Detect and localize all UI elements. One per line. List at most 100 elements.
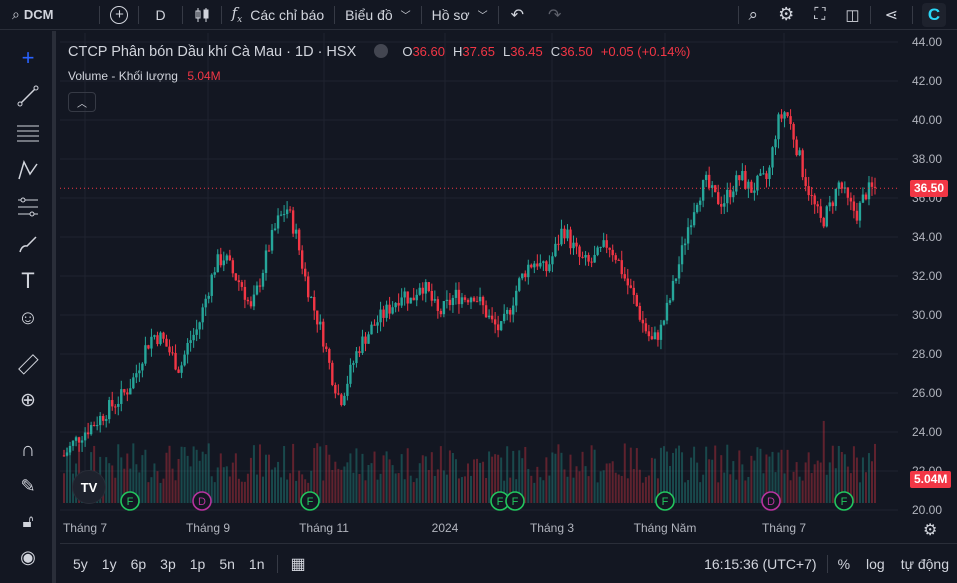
redo-button[interactable]: ↷: [536, 0, 573, 30]
symbol-search[interactable]: ⌕ DCM: [0, 0, 63, 30]
candle-body: [873, 186, 877, 188]
volume-bar: [554, 453, 557, 503]
volume-bar: [768, 456, 771, 503]
volume-bar: [295, 480, 298, 503]
volume-bar: [364, 480, 367, 503]
volume-bar: [406, 448, 409, 503]
range-1y[interactable]: 1y: [101, 555, 117, 572]
search-icon: ⌕: [12, 6, 20, 22]
range-6p[interactable]: 6p: [130, 555, 147, 572]
magnet-icon[interactable]: ∩: [20, 438, 36, 461]
brush-icon[interactable]: [15, 231, 41, 257]
lock-icon[interactable]: 🔓︎: [22, 512, 34, 531]
price-tick-label: 20.00: [912, 503, 942, 517]
range-3p[interactable]: 3p: [160, 555, 176, 572]
candle-body: [741, 170, 744, 181]
range-1n[interactable]: 1n: [248, 555, 265, 572]
undo-button[interactable]: ↶: [499, 0, 536, 30]
candle-body: [729, 189, 732, 198]
profile-menu-button[interactable]: Hồ sơ ﹀: [422, 0, 498, 30]
range-5n[interactable]: 5n: [219, 555, 235, 572]
volume-bar: [816, 460, 819, 503]
pattern-icon[interactable]: [15, 157, 41, 183]
range-5y[interactable]: 5y: [73, 555, 88, 572]
volume-bar: [668, 465, 671, 503]
eye-icon[interactable]: ◉: [20, 546, 36, 567]
brand-logo-icon[interactable]: C: [922, 3, 946, 27]
trend-line-icon[interactable]: [15, 83, 41, 109]
compare-button[interactable]: +: [100, 0, 138, 30]
candle-body: [141, 363, 144, 371]
volume-bar: [174, 480, 177, 503]
volume-bar: [231, 462, 234, 503]
volume-bar: [789, 480, 792, 503]
volume-bar: [219, 453, 222, 503]
date-range-icon[interactable]: ▦: [290, 555, 306, 573]
camera-icon: ◫: [845, 6, 860, 24]
volume-bar: [397, 473, 400, 503]
candle-body: [204, 298, 207, 308]
text-tool-icon[interactable]: T: [21, 268, 35, 293]
snapshot-button[interactable]: ◫: [835, 0, 869, 30]
candle-body: [201, 307, 204, 323]
volume-bar: [147, 482, 150, 503]
interval-button[interactable]: D: [155, 6, 166, 23]
legend-title: CTCP Phân bón Dầu khí Cà Mau · 1D · HSX: [68, 44, 357, 60]
candle-body: [95, 425, 99, 427]
auto-toggle[interactable]: tự động: [900, 555, 949, 572]
volume-bar: [451, 452, 454, 503]
candle-body: [300, 250, 304, 269]
volume-bar: [207, 443, 210, 503]
emoji-icon[interactable]: ☺: [17, 306, 39, 329]
fullscreen-button[interactable]: ⛶: [804, 0, 835, 30]
prediction-icon[interactable]: [15, 194, 41, 220]
axis-settings-icon[interactable]: ⚙: [923, 522, 938, 539]
indicators-button[interactable]: fx Các chỉ báo: [222, 0, 335, 30]
candle-body: [674, 278, 678, 281]
legend-toggle-icon[interactable]: [374, 44, 389, 58]
percent-toggle[interactable]: %: [837, 555, 851, 572]
candle-body: [521, 273, 524, 279]
fib-lines-icon[interactable]: [15, 120, 41, 146]
candle-body: [762, 173, 765, 175]
volume-bar: [693, 446, 696, 503]
candle-body: [581, 256, 584, 258]
lock-pencil-icon[interactable]: ✎: [20, 475, 36, 496]
quick-search-button[interactable]: ⌕: [739, 0, 769, 30]
top-toolbar: ⌕ DCM + D fx Các chỉ báo Biểu đồ ﹀ Hồ sơ…: [0, 0, 957, 30]
volume-bar: [705, 446, 708, 503]
candle-body: [735, 175, 738, 192]
volume-bar: [144, 449, 147, 503]
chart-menu-button[interactable]: Biểu đồ ﹀: [335, 0, 420, 30]
volume-bar: [322, 480, 325, 503]
share-button[interactable]: ⋖: [871, 0, 912, 30]
log-toggle[interactable]: log: [866, 555, 885, 572]
candle-body: [632, 287, 636, 296]
volume-bar: [358, 474, 361, 503]
candle-body: [822, 217, 825, 227]
volume-bar: [198, 460, 201, 503]
zoom-in-icon[interactable]: ⊕: [20, 389, 36, 411]
volume-bar: [228, 476, 231, 503]
collapse-legend-button[interactable]: ︿: [68, 92, 96, 112]
tradingview-logo[interactable]: TV: [72, 470, 106, 504]
volume-bar: [442, 470, 445, 503]
volume-bar: [506, 446, 509, 503]
price-chart[interactable]: 44.0042.0040.0038.0036.0034.0032.0030.00…: [60, 33, 957, 543]
crosshair-icon[interactable]: +: [21, 45, 35, 70]
volume-bar: [249, 457, 252, 503]
clock-time[interactable]: 16:15:36 (UTC+7): [704, 555, 817, 572]
candle-body: [418, 287, 421, 295]
candle-body: [445, 299, 449, 302]
range-1p[interactable]: 1p: [189, 555, 206, 572]
volume-bar: [874, 443, 876, 503]
candle-body: [114, 406, 117, 408]
volume-bar: [382, 455, 385, 503]
settings-button[interactable]: ⚙: [768, 0, 804, 30]
candle-body: [346, 383, 349, 396]
volume-bar: [129, 468, 132, 503]
volume-bar: [605, 463, 608, 503]
volume-bar: [795, 462, 798, 503]
ruler-icon[interactable]: [15, 351, 41, 377]
candle-type-button[interactable]: [183, 0, 221, 30]
